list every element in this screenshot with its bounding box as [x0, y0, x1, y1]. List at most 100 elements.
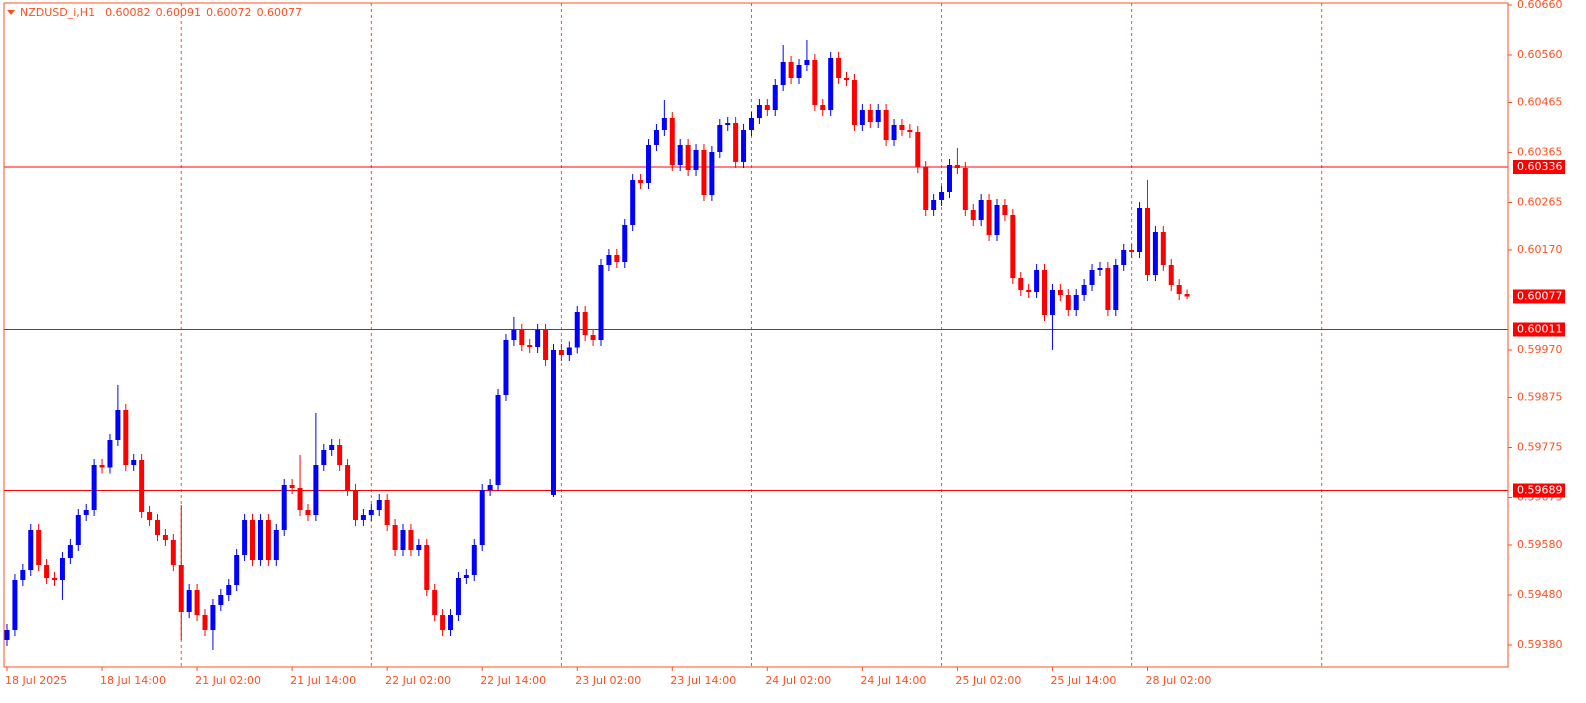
header-value: 0.60091 — [156, 6, 202, 19]
header-icon — [7, 10, 15, 15]
candle-body — [400, 530, 406, 550]
candle-body — [329, 445, 335, 450]
candle-body — [962, 168, 968, 210]
candle-body — [1121, 250, 1127, 265]
candle-body — [796, 65, 802, 78]
candle-body — [535, 330, 541, 347]
candle-body — [139, 460, 145, 512]
candle-body — [994, 205, 1000, 235]
candle-body — [210, 605, 216, 630]
candle-body — [250, 520, 256, 560]
last-price-box — [1513, 289, 1565, 304]
candle-body — [337, 445, 343, 465]
candle-body — [638, 180, 644, 183]
candle-body — [511, 330, 517, 340]
y-tick-label: 0.60660 — [1517, 0, 1563, 11]
candle-body — [257, 520, 263, 560]
candle-body — [1034, 270, 1040, 292]
candle-body — [1113, 265, 1119, 310]
candle-body — [931, 200, 937, 210]
candle-body — [503, 340, 509, 395]
candle-body — [756, 105, 762, 118]
candle-body — [289, 485, 295, 488]
candle-body — [75, 515, 81, 545]
candle-body — [828, 58, 834, 110]
y-tick-label: 0.59380 — [1517, 638, 1563, 651]
candle-body — [131, 460, 137, 465]
candle-body — [28, 530, 34, 570]
candle-body — [471, 545, 477, 575]
candle-body — [1129, 250, 1135, 252]
candle-body — [677, 145, 683, 165]
candle-body — [91, 465, 97, 510]
candle-body — [606, 255, 612, 265]
level-label-box — [1513, 322, 1565, 337]
candle-body — [281, 485, 287, 530]
candle-body — [820, 105, 826, 110]
candle-body — [1010, 215, 1016, 278]
candle-body — [1042, 270, 1048, 315]
axes: 0.60660 0.60560 0.60465 0.60365 0.60265 0.601… — [5, 0, 1565, 687]
candle-body — [519, 330, 525, 345]
candle-body — [867, 110, 873, 122]
candle-body — [1152, 232, 1158, 275]
candle-body — [1184, 294, 1190, 297]
candle-body — [891, 125, 897, 140]
candle-body — [297, 488, 303, 510]
candle-body — [226, 585, 232, 595]
candle-body — [1065, 295, 1071, 310]
candle-body — [1057, 290, 1063, 295]
x-tick-label: 18 Jul 2025 — [5, 674, 67, 687]
candle-body — [83, 510, 89, 515]
candle-body — [424, 545, 430, 590]
candle-body — [186, 590, 192, 612]
candle-body — [1049, 290, 1055, 315]
candle-body — [780, 62, 786, 85]
x-tick-label: 24 Jul 02:00 — [765, 674, 831, 687]
x-tick-label: 25 Jul 14:00 — [1050, 674, 1116, 687]
y-tick-label: 0.59970 — [1517, 343, 1563, 356]
candle-body — [978, 200, 984, 220]
candle-body — [1097, 268, 1103, 270]
levels — [4, 166, 1508, 491]
candle-body — [99, 465, 105, 468]
candle-body — [851, 80, 857, 125]
level-label-box — [1513, 160, 1565, 174]
candle-body — [313, 465, 319, 515]
candle-body — [1160, 232, 1166, 265]
y-tick-label: 0.59480 — [1517, 588, 1563, 601]
candle-body — [123, 410, 129, 465]
header: NZDUSD_i,H1 0.60082 0.60091 0.60072 0.60077 — [7, 6, 302, 19]
candle-body — [218, 595, 224, 605]
candle-body — [1137, 208, 1143, 252]
header-text: NZDUSD_i,H1 0.60082 0.60091 0.60072 0.60077 — [20, 6, 302, 19]
candle-body — [376, 500, 382, 510]
candle-body — [162, 535, 168, 540]
candle-body — [479, 490, 485, 545]
candle-body — [170, 540, 176, 565]
candle-body — [804, 60, 810, 65]
x-tick-label: 24 Jul 14:00 — [860, 674, 926, 687]
y-tick-label: 0.59775 — [1517, 441, 1563, 454]
candle-body — [717, 125, 723, 152]
candle-body — [709, 152, 715, 195]
candle-body — [812, 60, 818, 105]
y-tick-label: 0.59875 — [1517, 391, 1563, 404]
x-tick-label: 28 Jul 02:00 — [1145, 674, 1211, 687]
candle-body — [194, 590, 200, 615]
candle-body — [178, 565, 184, 612]
candle-body — [701, 150, 707, 195]
y-tick-label: 0.60365 — [1517, 146, 1563, 159]
candle-body — [923, 167, 929, 210]
candle-body — [455, 578, 461, 615]
candle-body — [653, 130, 659, 145]
candle-body — [44, 565, 50, 578]
candle-body — [527, 345, 533, 347]
candle-body — [265, 520, 271, 560]
candle-body — [392, 525, 398, 550]
candle-body — [20, 570, 26, 580]
candle-body — [495, 395, 501, 485]
candle-body — [4, 630, 10, 640]
candle-body — [305, 510, 311, 515]
